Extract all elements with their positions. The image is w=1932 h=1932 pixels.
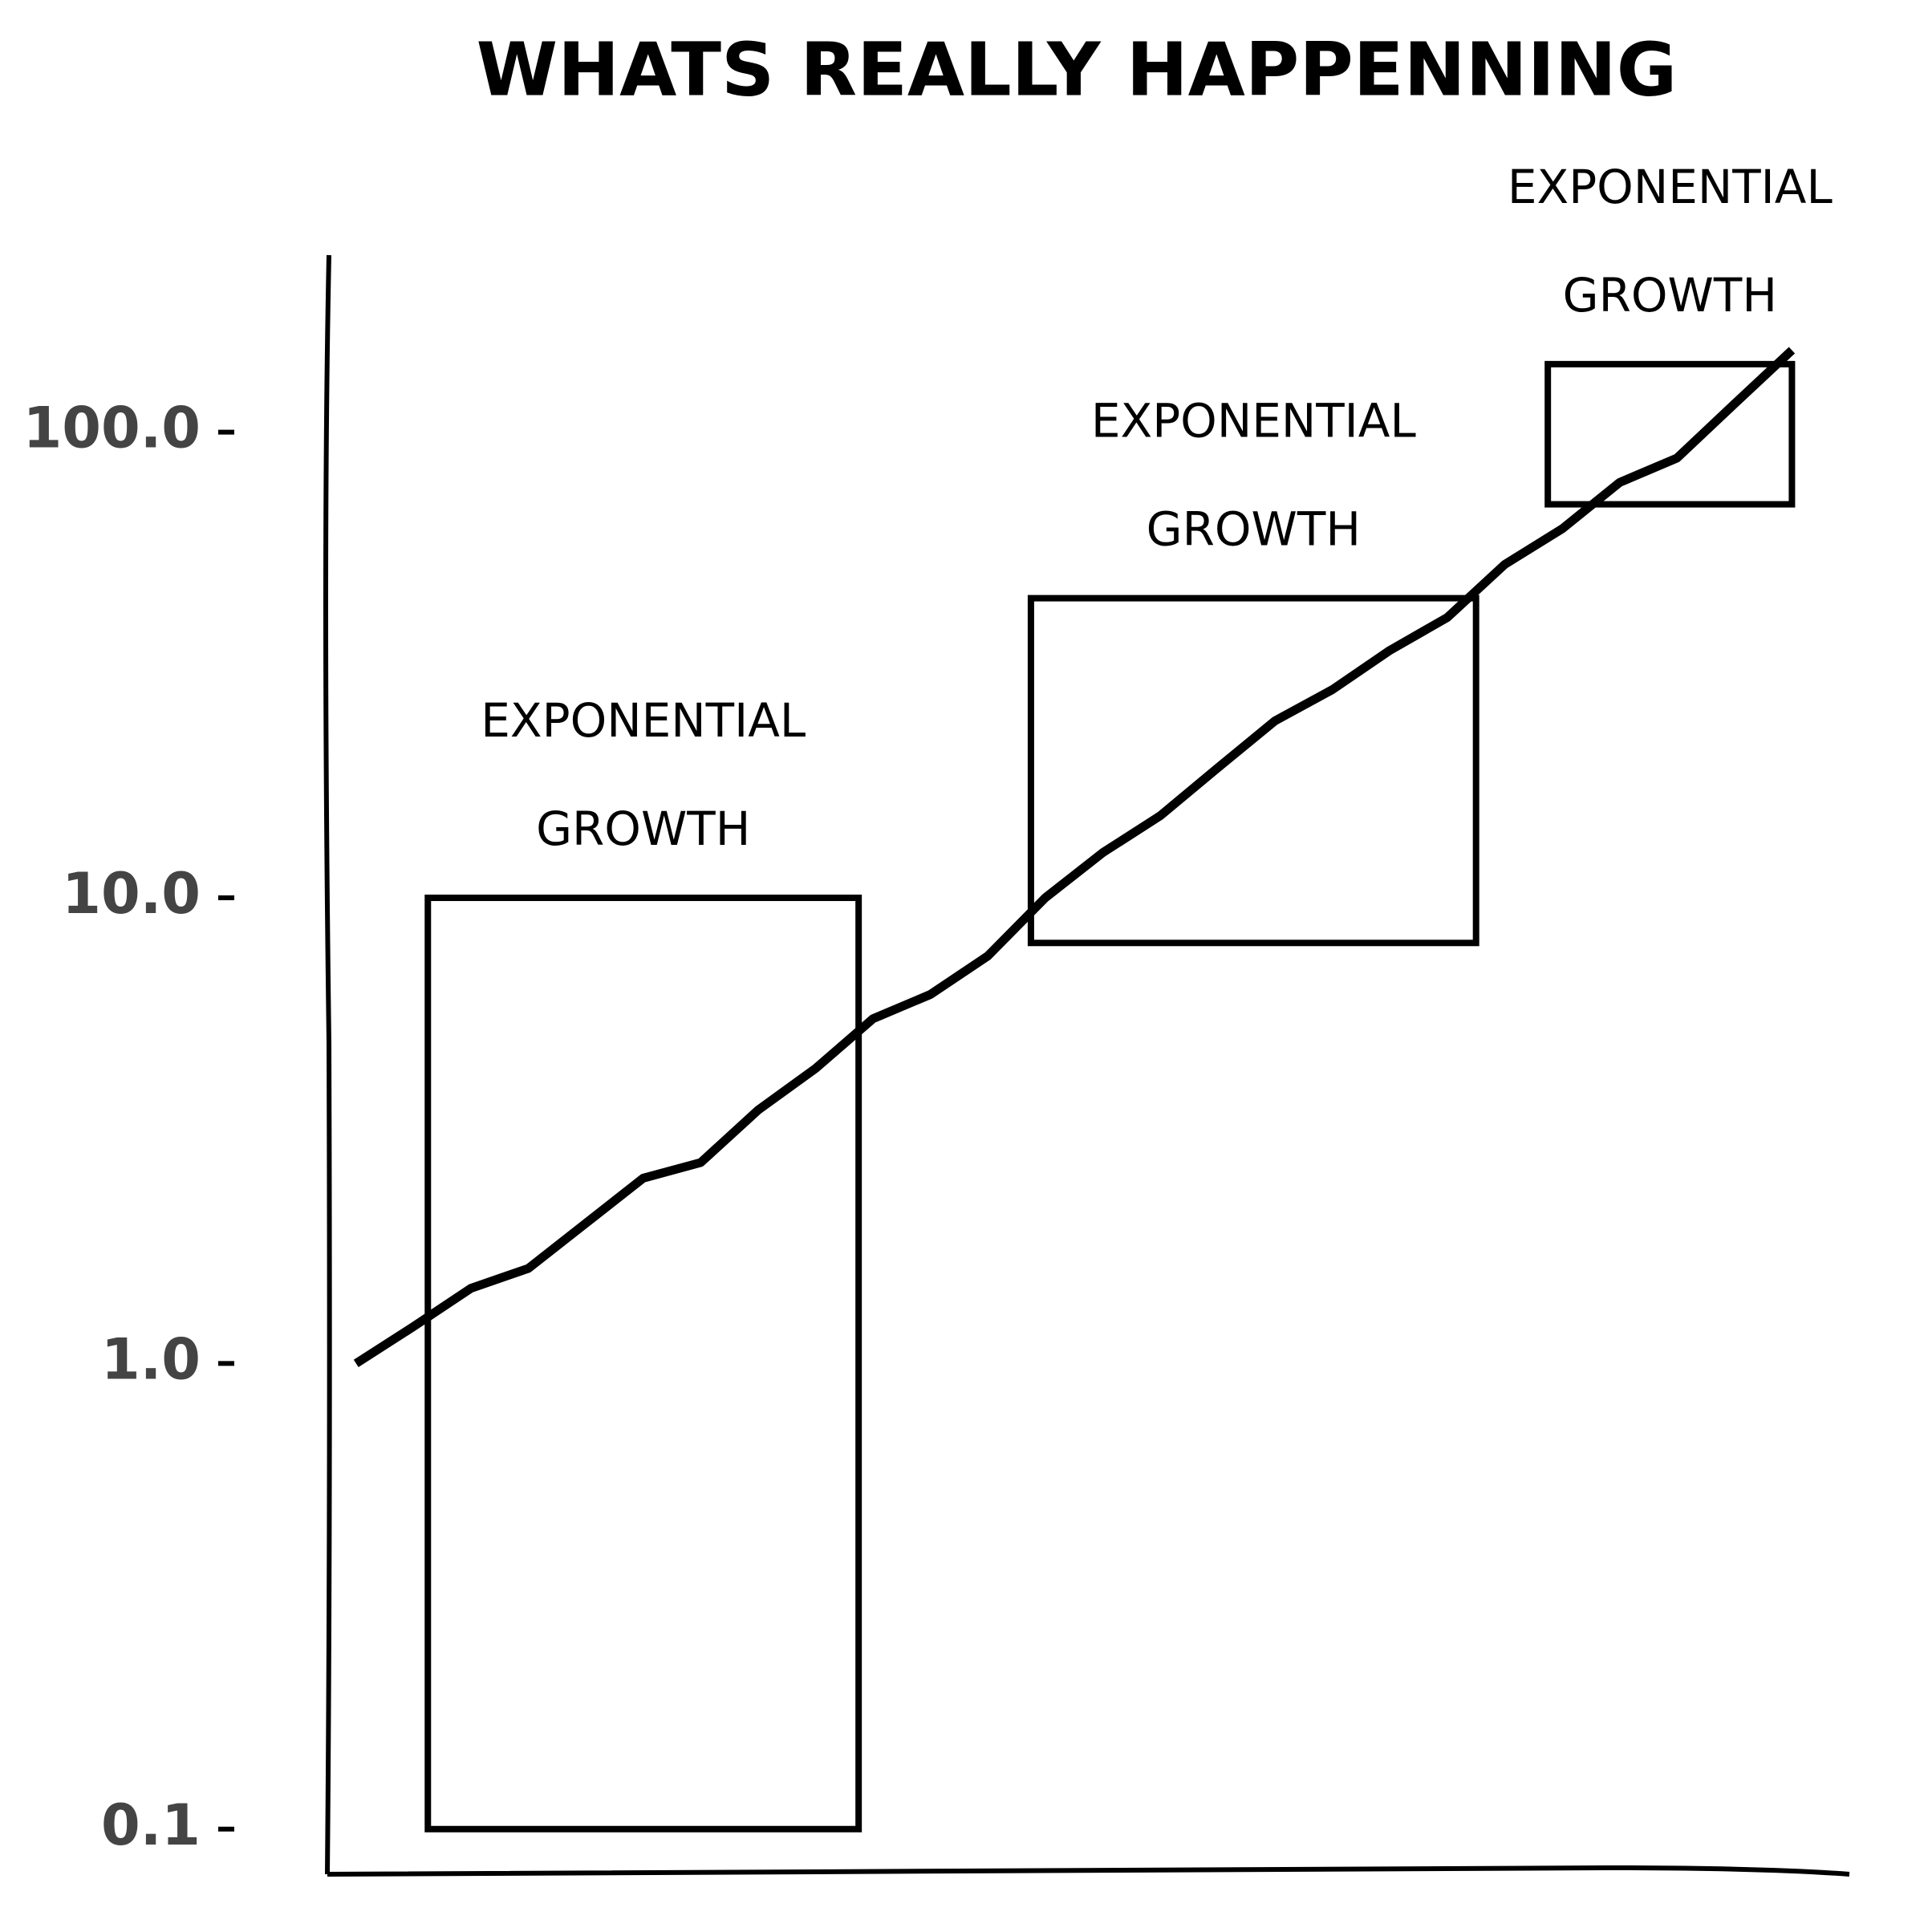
y-tick-label: 0.1 [101,1792,201,1858]
annotation-text: GROWTH [536,802,750,856]
y-tick-label: 1.0 [101,1326,201,1392]
annotation-text: GROWTH [1563,268,1777,323]
chart-title: WHATS REALLY HAPPENNING [477,26,1678,112]
annotation-text: EXPONENTIAL [1508,160,1833,214]
annotation-text: EXPONENTIAL [1091,394,1416,448]
y-tick-label: 100.0 [23,396,201,461]
annotation-box [1544,360,1796,508]
data-line [353,347,1796,1368]
y-tick-label: 10.0 [62,861,201,927]
annotation-text: GROWTH [1147,502,1361,557]
annotation-box [1027,595,1479,947]
y-axis [323,254,332,1875]
annotation-text: EXPONENTIAL [481,693,806,748]
x-axis [327,1865,1850,1877]
annotation-box [424,895,862,1833]
